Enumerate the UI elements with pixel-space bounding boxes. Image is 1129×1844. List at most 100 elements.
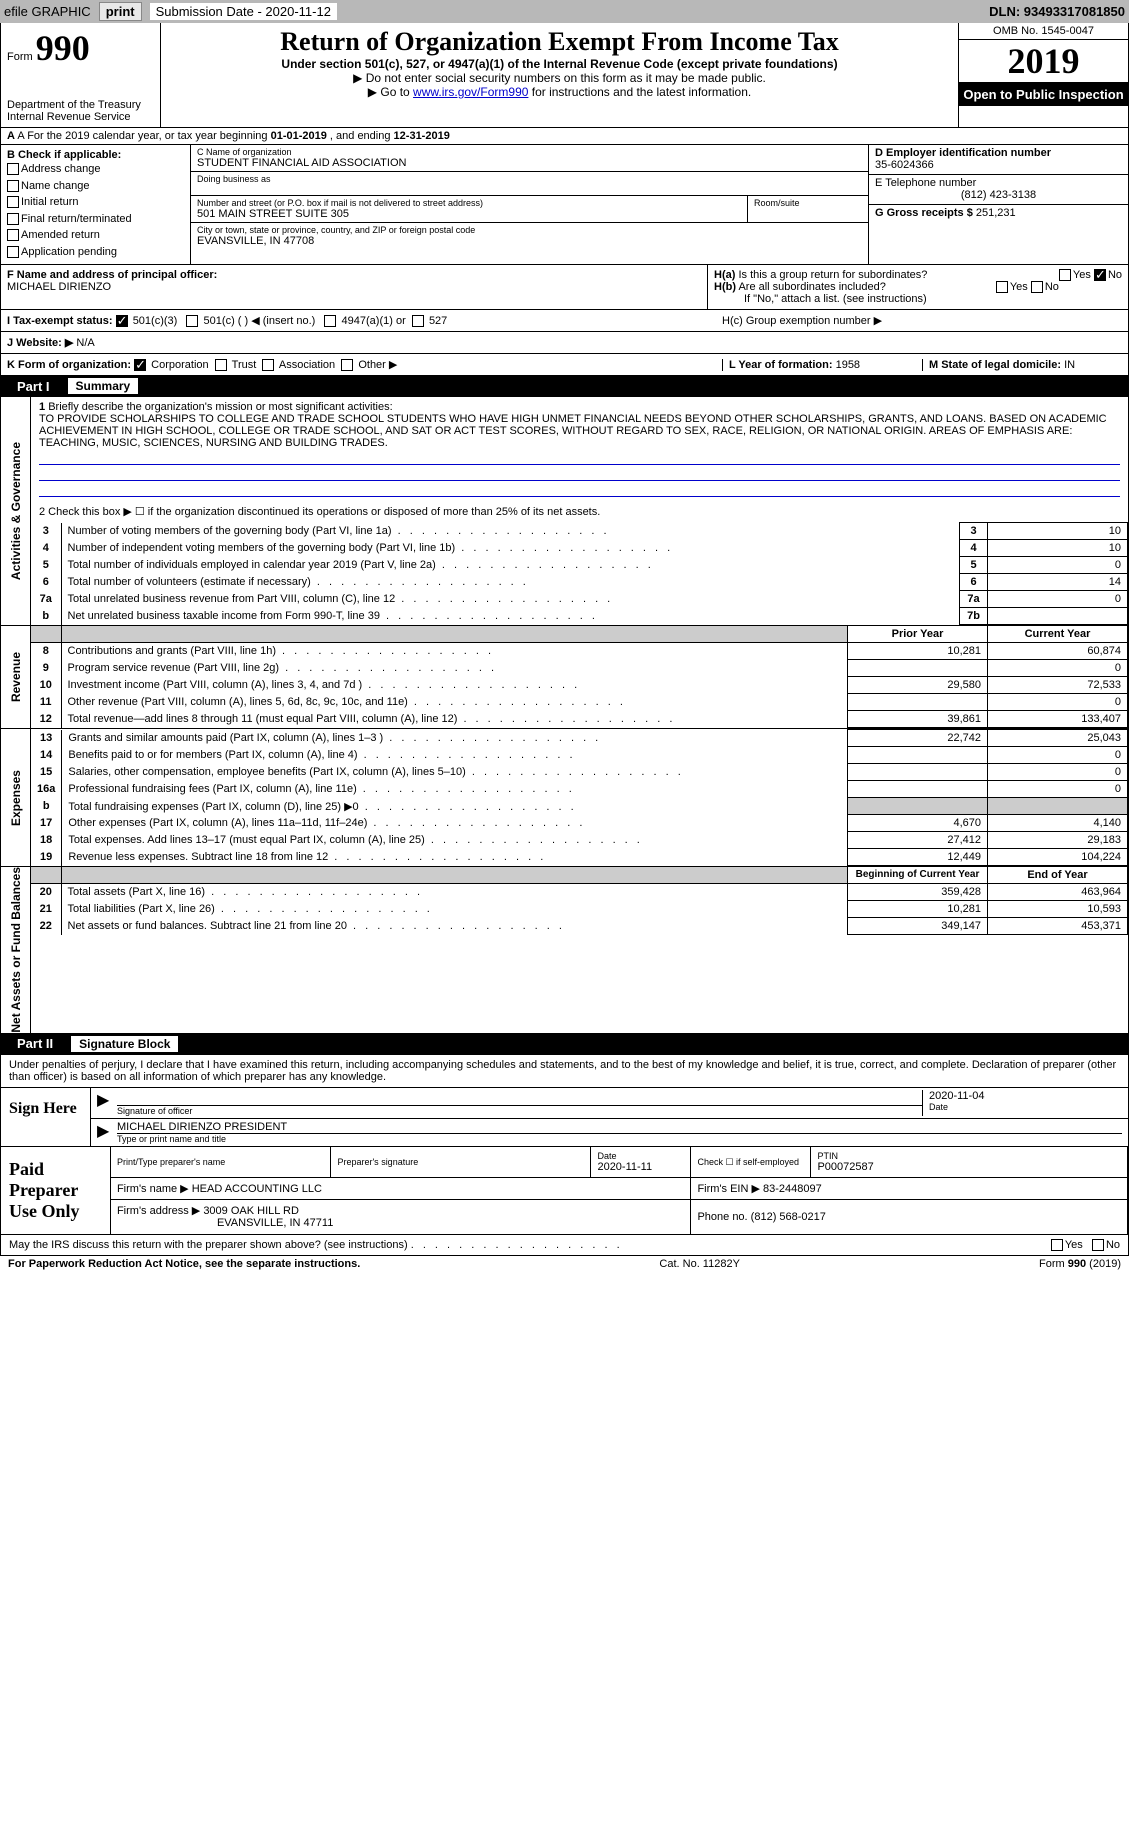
header-center: Return of Organization Exempt From Incom… bbox=[161, 23, 958, 127]
check-final-return[interactable]: Final return/terminated bbox=[7, 211, 184, 228]
current-year-header: Current Year bbox=[988, 626, 1128, 643]
gross-receipts-cell: G Gross receipts $ 251,231 bbox=[869, 205, 1128, 235]
street-address: 501 MAIN STREET SUITE 305 bbox=[197, 208, 741, 220]
irs-discuss-row: May the IRS discuss this return with the… bbox=[0, 1235, 1129, 1256]
check-name-change[interactable]: Name change bbox=[7, 178, 184, 195]
street-row: Number and street (or P.O. box if mail i… bbox=[191, 196, 868, 223]
table-row: 19 Revenue less expenses. Subtract line … bbox=[31, 849, 1128, 866]
phone-cell: E Telephone number (812) 423-3138 bbox=[869, 175, 1128, 205]
table-row: 21 Total liabilities (Part X, line 26) 1… bbox=[31, 901, 1128, 918]
section-h: H(a) H(a) Is this a group return for sub… bbox=[708, 265, 1128, 309]
city-state-zip: EVANSVILLE, IN 47708 bbox=[197, 235, 862, 247]
firm-address: 3009 OAK HILL RD bbox=[203, 1205, 299, 1217]
check-addr-change[interactable]: Address change bbox=[7, 161, 184, 178]
expenses-block: Expenses 13 Grants and similar amounts p… bbox=[0, 729, 1129, 867]
check-corporation[interactable] bbox=[134, 359, 146, 371]
begin-year-header: Beginning of Current Year bbox=[848, 867, 988, 884]
governance-table: 3 Number of voting members of the govern… bbox=[31, 522, 1128, 625]
table-row: 14 Benefits paid to or for members (Part… bbox=[31, 747, 1128, 764]
paperwork-notice: For Paperwork Reduction Act Notice, see … bbox=[8, 1258, 360, 1270]
check-4947[interactable] bbox=[324, 315, 336, 327]
submission-date: Submission Date - 2020-11-12 bbox=[150, 3, 337, 20]
org-info-block: B Check if applicable: Address change Na… bbox=[0, 145, 1129, 265]
revenue-table: Prior Year Current Year 8 Contributions … bbox=[31, 626, 1128, 728]
section-c: C Name of organization STUDENT FINANCIAL… bbox=[191, 145, 868, 264]
table-row: 5 Total number of individuals employed i… bbox=[31, 557, 1128, 574]
firm-phone: (812) 568-0217 bbox=[751, 1211, 826, 1223]
dln-number: DLN: 93493317081850 bbox=[989, 4, 1125, 19]
ptin: P00072587 bbox=[817, 1161, 1121, 1173]
table-row: 15 Salaries, other compensation, employe… bbox=[31, 764, 1128, 781]
table-row: 10 Investment income (Part VIII, column … bbox=[31, 677, 1128, 694]
city-cell: City or town, state or province, country… bbox=[191, 223, 868, 249]
table-row: b Net unrelated business taxable income … bbox=[31, 608, 1128, 625]
perjury-declaration: Under penalties of perjury, I declare th… bbox=[1, 1055, 1128, 1087]
prior-year-header: Prior Year bbox=[848, 626, 988, 643]
sign-here-row: Sign Here ▶ Signature of officer 2020-11… bbox=[1, 1087, 1128, 1146]
table-row: 4 Number of independent voting members o… bbox=[31, 540, 1128, 557]
row-j-website: J Website: ▶ N/A bbox=[0, 332, 1129, 354]
preparer-date: 2020-11-11 bbox=[597, 1161, 684, 1173]
arrow-icon: ▶ bbox=[97, 1121, 117, 1144]
section-f: F Name and address of principal officer:… bbox=[1, 265, 708, 309]
firm-name: HEAD ACCOUNTING LLC bbox=[192, 1183, 322, 1195]
firm-city: EVANSVILLE, IN 47711 bbox=[117, 1217, 685, 1229]
preparer-row: Paid Preparer Use Only Print/Type prepar… bbox=[1, 1146, 1128, 1234]
line-2-checkbox: 2 Check this box ▶ ☐ if the organization… bbox=[39, 505, 1120, 518]
efile-label: efile GRAPHIC bbox=[4, 4, 91, 19]
table-row: 12 Total revenue—add lines 8 through 11 … bbox=[31, 711, 1128, 728]
part2-header: Part II Signature Block bbox=[0, 1034, 1129, 1055]
dept-label: Department of the Treasury Internal Reve… bbox=[7, 99, 154, 123]
section-b-header: B Check if applicable: bbox=[7, 149, 184, 161]
principal-officer: MICHAEL DIRIENZO bbox=[7, 281, 701, 293]
check-initial-return[interactable]: Initial return bbox=[7, 194, 184, 211]
check-527[interactable] bbox=[412, 315, 424, 327]
table-row: 8 Contributions and grants (Part VIII, l… bbox=[31, 643, 1128, 660]
table-row: b Total fundraising expenses (Part IX, c… bbox=[31, 798, 1128, 815]
blank-line bbox=[39, 483, 1120, 497]
website: N/A bbox=[76, 337, 94, 349]
check-501c3[interactable] bbox=[116, 315, 128, 327]
governance-block: Activities & Governance 1 1 Briefly desc… bbox=[0, 397, 1129, 626]
netassets-block: Net Assets or Fund Balances Beginning of… bbox=[0, 867, 1129, 1034]
check-app-pending[interactable]: Application pending bbox=[7, 244, 184, 261]
catalog-number: Cat. No. 11282Y bbox=[659, 1258, 740, 1270]
irs-link[interactable]: www.irs.gov/Form990 bbox=[413, 85, 528, 99]
dba-cell: Doing business as bbox=[191, 172, 868, 196]
year-formation: 1958 bbox=[836, 359, 860, 371]
check-other[interactable] bbox=[341, 359, 353, 371]
form-word: Form bbox=[7, 51, 33, 63]
firm-ein: 83-2448097 bbox=[763, 1183, 822, 1195]
check-discuss-no[interactable] bbox=[1092, 1239, 1104, 1251]
table-row: 18 Total expenses. Add lines 13–17 (must… bbox=[31, 832, 1128, 849]
preparer-label: Paid Preparer Use Only bbox=[1, 1147, 111, 1234]
header-left: Form 990 Department of the Treasury Inte… bbox=[1, 23, 161, 127]
table-row: 20 Total assets (Part X, line 16) 359,42… bbox=[31, 884, 1128, 901]
check-amended[interactable]: Amended return bbox=[7, 227, 184, 244]
table-row: 22 Net assets or fund balances. Subtract… bbox=[31, 918, 1128, 935]
print-button[interactable]: print bbox=[99, 2, 142, 21]
part1-header: Part I Summary bbox=[0, 376, 1129, 397]
phone: (812) 423-3138 bbox=[875, 189, 1122, 201]
mission-text: TO PROVIDE SCHOLARSHIPS TO COLLEGE AND T… bbox=[39, 413, 1120, 449]
row-k-org-form: K Form of organization: Corporation Trus… bbox=[0, 354, 1129, 376]
netassets-table: Beginning of Current Year End of Year 20… bbox=[31, 867, 1128, 935]
section-b-checkboxes: B Check if applicable: Address change Na… bbox=[1, 145, 191, 264]
check-association[interactable] bbox=[262, 359, 274, 371]
header-right: OMB No. 1545-0047 2019 Open to Public In… bbox=[958, 23, 1128, 127]
table-row: 9 Program service revenue (Part VIII, li… bbox=[31, 660, 1128, 677]
table-row: 17 Other expenses (Part IX, column (A), … bbox=[31, 815, 1128, 832]
section-hc: H(c) Group exemption number ▶ bbox=[722, 314, 1122, 327]
row-a-tax-year: A A For the 2019 calendar year, or tax y… bbox=[0, 128, 1129, 145]
gross-receipts: 251,231 bbox=[976, 207, 1016, 219]
check-trust[interactable] bbox=[215, 359, 227, 371]
instructions-line: ▶ Go to www.irs.gov/Form990 for instruct… bbox=[169, 85, 950, 99]
blank-line bbox=[39, 451, 1120, 465]
section-d: D Employer identification number 35-6024… bbox=[868, 145, 1128, 264]
row-fh: F Name and address of principal officer:… bbox=[0, 265, 1129, 310]
signature-section: Under penalties of perjury, I declare th… bbox=[0, 1055, 1129, 1235]
form-number: 990 bbox=[36, 28, 90, 68]
check-discuss-yes[interactable] bbox=[1051, 1239, 1063, 1251]
check-501c[interactable] bbox=[186, 315, 198, 327]
form-footer: Form 990 (2019) bbox=[1039, 1258, 1121, 1270]
